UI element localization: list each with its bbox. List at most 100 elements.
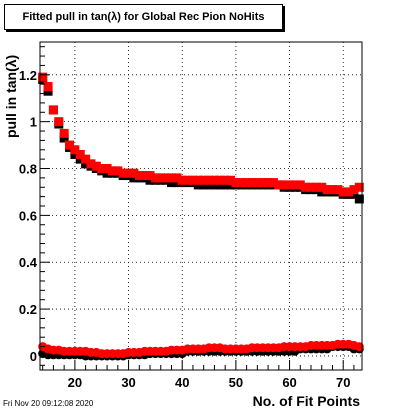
data-point-square [311, 182, 321, 192]
data-point-square [220, 180, 230, 190]
data-point-square [349, 189, 359, 199]
data-point-square [290, 180, 300, 190]
y-tick-label: 0.6 [19, 208, 37, 223]
data-point-square [124, 168, 134, 178]
data-point-square [140, 171, 150, 181]
data-point-square [338, 187, 348, 197]
data-point-square [279, 180, 289, 190]
data-point-square [209, 180, 219, 190]
data-point-square [199, 180, 209, 190]
data-point-square [166, 173, 176, 183]
y-tick-label: 0.4 [19, 255, 38, 270]
data-point-square [226, 180, 236, 190]
data-point-square [301, 182, 311, 192]
data-point-square [102, 164, 112, 174]
data-point-square [134, 171, 144, 181]
data-point-square [70, 149, 80, 159]
data-point-square [113, 166, 123, 176]
data-point-square [177, 175, 187, 185]
data-point-square [172, 173, 182, 183]
y-tick-label: 1 [30, 115, 37, 130]
chart-title-box: Fitted pull in tan(λ) for Global Rec Pio… [4, 4, 283, 30]
data-point-square [204, 180, 214, 190]
series-layer [38, 72, 364, 361]
data-point-square [65, 140, 75, 150]
data-point-square [91, 161, 101, 171]
data-point-square [344, 187, 354, 197]
data-point-square [204, 175, 214, 185]
data-point-square [209, 175, 219, 185]
data-point-square [215, 175, 225, 185]
data-point-square [354, 182, 364, 192]
data-point-square [317, 182, 327, 192]
y-tick-label: 0.2 [19, 302, 37, 317]
series-3-circle-markers [38, 339, 364, 359]
data-point-square [327, 185, 337, 195]
data-point-square [81, 159, 91, 169]
data-point-square [75, 149, 85, 159]
x-tick-label: 50 [229, 375, 243, 390]
data-point-square [107, 166, 117, 176]
chart-title: Fitted pull in tan(λ) for Global Rec Pio… [22, 11, 265, 23]
data-point-square [161, 173, 171, 183]
x-axis-label: No. of Fit Points [252, 393, 360, 409]
y-axis-label: pull in tan(λ) [3, 54, 19, 138]
data-point-square [129, 168, 139, 178]
x-tick-label: 40 [175, 375, 189, 390]
x-tick-label: 20 [68, 375, 82, 390]
data-point-square [215, 180, 225, 190]
data-point-square [172, 178, 182, 188]
data-point-square [274, 180, 284, 190]
x-tick-label: 30 [121, 375, 135, 390]
y-tick-label: 0 [30, 349, 37, 364]
data-point-square [231, 178, 241, 188]
data-point-square [263, 178, 273, 188]
data-point-square [242, 178, 252, 188]
timestamp-footer: Fri Nov 20 09:12:08 2020 [3, 399, 94, 408]
data-point-square [317, 187, 327, 197]
data-point-square [156, 173, 166, 183]
tick-layer: 20 30 40 50 60 70 0 0.2 0.4 0.6 0.8 1 1.2 [19, 46, 355, 390]
data-point-square [43, 82, 53, 92]
data-point-square [268, 178, 278, 188]
data-point-square [349, 185, 359, 195]
data-point-square [166, 178, 176, 188]
data-point-square [183, 175, 193, 185]
data-point-square [220, 175, 230, 185]
data-point-square [252, 178, 262, 188]
data-point-square [236, 178, 246, 188]
data-point-square [129, 173, 139, 183]
x-tick-label: 70 [336, 375, 350, 390]
data-point-square [333, 185, 343, 195]
data-point-square [193, 180, 203, 190]
data-point-square [247, 178, 257, 188]
data-point-square [199, 175, 209, 185]
plot-frame [39, 41, 363, 371]
data-point-square [226, 175, 236, 185]
data-point-square [306, 182, 316, 192]
data-point-square [188, 175, 198, 185]
data-point-square [322, 185, 332, 195]
data-point-square [145, 171, 155, 181]
data-point-square [150, 173, 160, 183]
data-point-square [258, 178, 268, 188]
data-point-square [118, 168, 128, 178]
y-tick-label: 1.2 [19, 68, 37, 83]
data-point-square [75, 154, 85, 164]
data-point-square [38, 72, 48, 82]
data-point-square [285, 180, 295, 190]
data-point-square [59, 133, 69, 143]
data-point-square [43, 86, 53, 96]
data-point-square [48, 105, 58, 115]
data-point-square [81, 154, 91, 164]
data-point-square [86, 159, 96, 169]
data-point-square [102, 168, 112, 178]
data-point-square [97, 164, 107, 174]
data-point-square [59, 128, 69, 138]
series-1-square-markers [38, 72, 364, 197]
data-point-square [54, 117, 64, 127]
y-tick-label: 0.8 [19, 162, 37, 177]
x-tick-label: 60 [282, 375, 296, 390]
data-point-square [70, 145, 80, 155]
